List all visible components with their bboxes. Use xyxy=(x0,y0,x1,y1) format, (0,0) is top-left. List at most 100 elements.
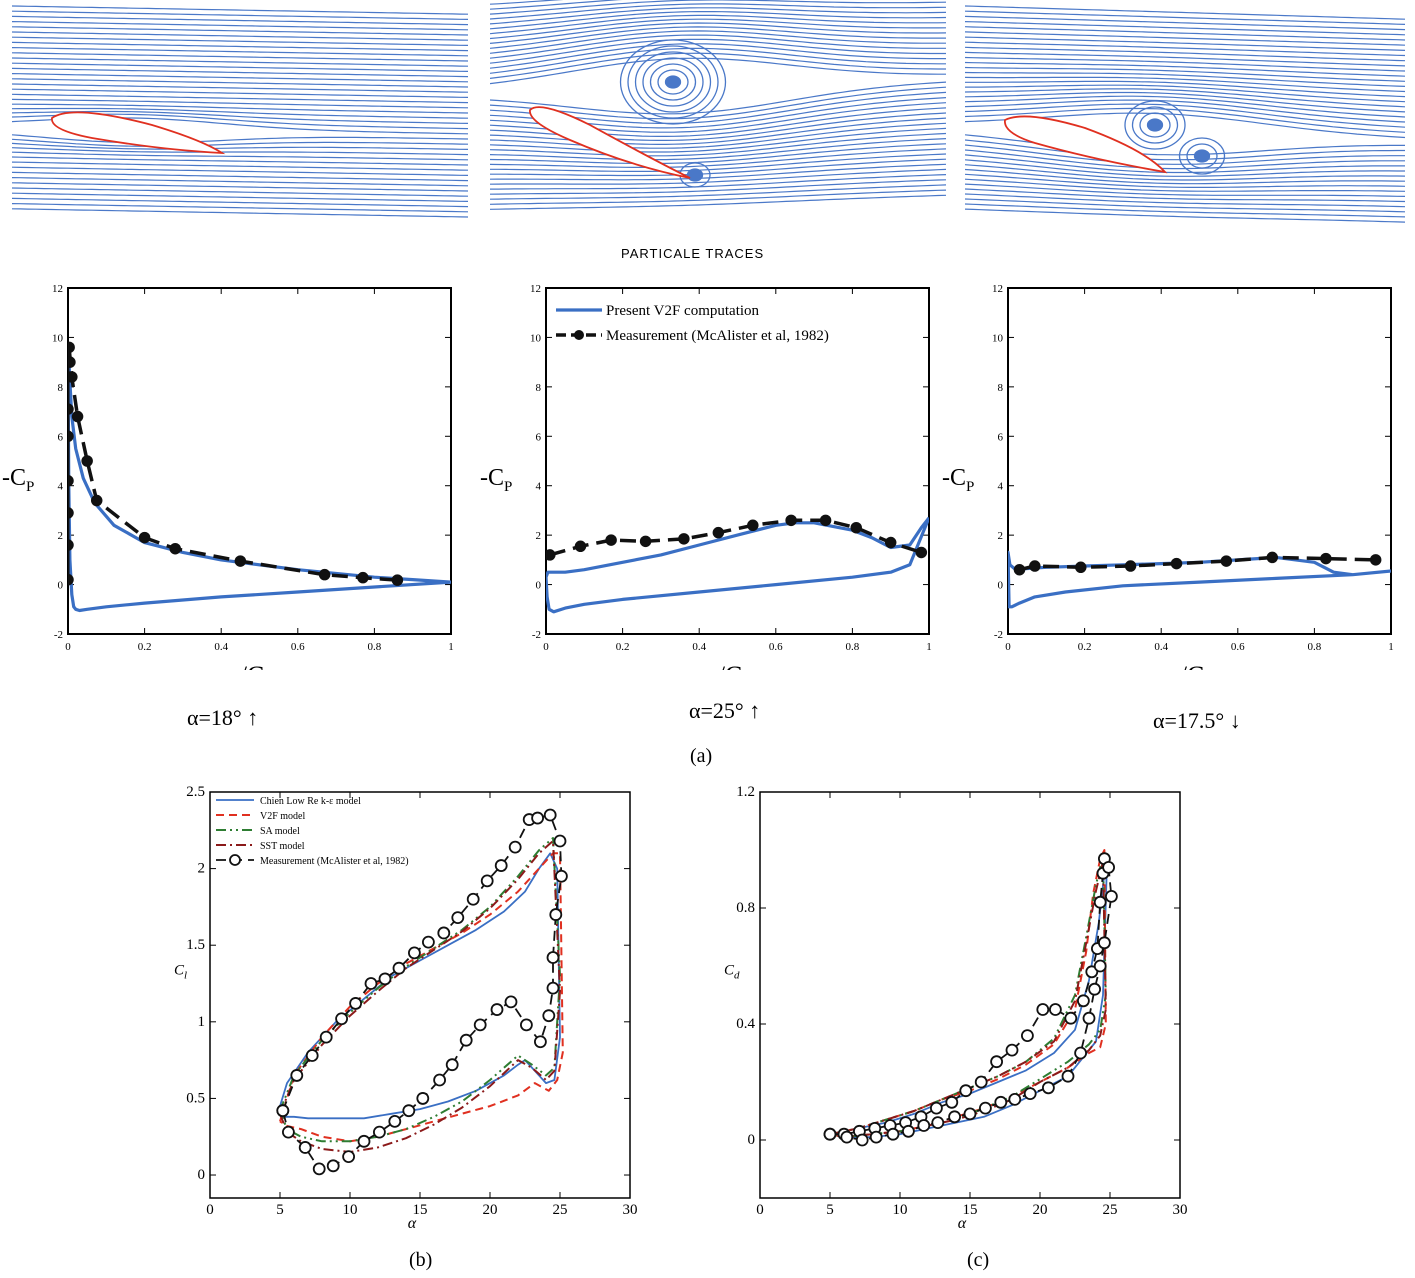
streamline xyxy=(490,174,947,190)
data-point xyxy=(1023,1087,1037,1101)
data-point xyxy=(312,1162,326,1176)
legend-label: SST model xyxy=(260,841,305,852)
data-point xyxy=(823,1127,837,1141)
x-tick-label: 0 xyxy=(756,1202,764,1218)
y-tick-label: 0 xyxy=(536,580,542,592)
streamline xyxy=(965,95,1406,118)
data-point xyxy=(402,1104,416,1118)
y-tick-label: 4 xyxy=(536,481,542,493)
data-point xyxy=(974,1075,988,1089)
y-tick-label: 6 xyxy=(58,431,64,443)
streamline xyxy=(965,178,1406,192)
streamline xyxy=(490,0,623,10)
data-point xyxy=(68,475,74,487)
data-point xyxy=(1102,861,1116,874)
data-point xyxy=(978,1101,992,1115)
x-tick-label: 0 xyxy=(543,641,549,653)
legend-label: Measurement (McAlister et al, 1982) xyxy=(606,328,829,344)
data-point xyxy=(1097,936,1111,950)
y-tick-label: 10 xyxy=(52,332,64,344)
data-point xyxy=(169,542,181,555)
vortex-ring xyxy=(657,69,689,95)
streamline xyxy=(12,203,469,213)
streamline xyxy=(965,183,1406,197)
data-point xyxy=(542,1009,556,1023)
streamline xyxy=(490,158,947,177)
streamline xyxy=(12,83,469,93)
data-point xyxy=(480,874,494,888)
streamline xyxy=(12,26,469,36)
streamline xyxy=(12,57,469,67)
vortex-ring xyxy=(1124,100,1186,150)
data-point xyxy=(1170,557,1183,570)
data-point xyxy=(840,1130,854,1144)
streamline xyxy=(490,43,946,69)
streamline xyxy=(12,5,469,15)
panel-label-a: (a) xyxy=(690,745,713,767)
streamline xyxy=(12,110,469,124)
streamline xyxy=(12,73,469,83)
y-tick-label: 6 xyxy=(998,431,1004,443)
particle-trace-panel-3 xyxy=(965,5,1406,223)
y-tick-label: 0 xyxy=(748,1132,756,1148)
x-tick-label: 0.6 xyxy=(1231,641,1245,653)
x-tick-label: 1 xyxy=(448,641,454,653)
data-point xyxy=(553,834,567,848)
streamline xyxy=(490,30,946,54)
data-point xyxy=(68,403,74,415)
x-tick-label: 0.2 xyxy=(616,641,630,653)
x-tick-label: 25 xyxy=(553,1202,568,1218)
data-point xyxy=(1074,1046,1088,1060)
x-tick-label: 0.4 xyxy=(692,641,706,653)
streamline xyxy=(12,166,469,176)
x-tick-label: 0.6 xyxy=(769,641,783,653)
y-tick-label: 2.5 xyxy=(186,784,205,800)
data-point xyxy=(1008,1092,1022,1106)
streamline xyxy=(965,164,1406,181)
streamline xyxy=(965,168,1406,185)
data-point xyxy=(1064,1011,1078,1025)
streamline xyxy=(12,134,469,144)
streamline xyxy=(12,67,469,78)
data-point xyxy=(416,1092,430,1105)
data-point xyxy=(319,1030,333,1044)
data-point xyxy=(1369,554,1382,566)
data-point xyxy=(543,808,557,822)
legend-label: Chien Low Re k-ε model xyxy=(260,796,361,807)
data-point xyxy=(1093,895,1107,909)
x-tick-label: 0.8 xyxy=(1308,641,1322,653)
series-line-sst-model xyxy=(279,840,561,1153)
series-group xyxy=(276,808,568,1176)
streamline xyxy=(490,138,947,161)
streamline xyxy=(12,161,469,171)
streamline xyxy=(490,168,947,185)
particle-trace-panel-2 xyxy=(490,0,947,210)
streamline xyxy=(12,192,469,202)
data-point xyxy=(605,534,617,546)
y-tick-label: 0.4 xyxy=(736,1016,755,1032)
airfoil-shape xyxy=(529,106,691,179)
data-point xyxy=(392,961,406,975)
data-point xyxy=(1124,560,1137,572)
data-point xyxy=(90,494,103,507)
series-line-measurement-mcalister-et-al-1982 xyxy=(281,814,563,1170)
data-point xyxy=(357,1134,371,1148)
streamline xyxy=(490,189,947,205)
data-point xyxy=(459,1033,473,1047)
data-point xyxy=(1220,555,1233,567)
streamline xyxy=(490,26,946,49)
series-group xyxy=(1008,550,1391,609)
streamline xyxy=(490,132,947,157)
streamline xyxy=(490,14,947,35)
particle-trace-panel-1 xyxy=(12,5,469,218)
data-point xyxy=(678,533,690,545)
x-tick-label: 20 xyxy=(1033,1202,1048,1218)
y-axis-label-subscript: P xyxy=(504,479,512,495)
y-tick-label: 2 xyxy=(58,530,64,542)
streamline xyxy=(12,208,469,218)
y-tick-label: 1.2 xyxy=(736,784,755,800)
data-point xyxy=(929,1101,943,1115)
streamline xyxy=(12,107,469,119)
streamline xyxy=(965,91,1406,113)
